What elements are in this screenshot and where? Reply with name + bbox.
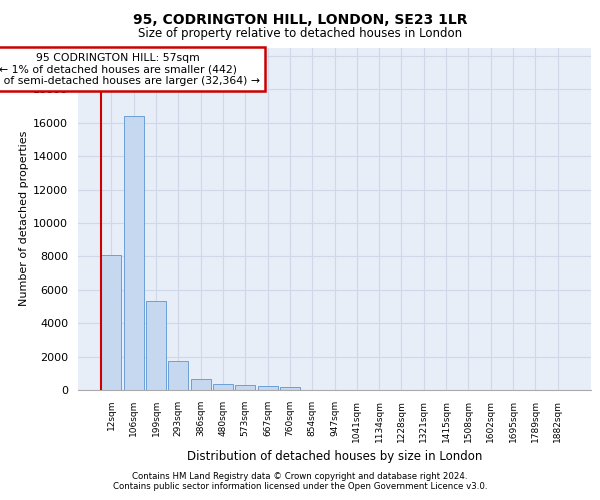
Text: Contains public sector information licensed under the Open Government Licence v3: Contains public sector information licen… [113,482,487,491]
Bar [146,302,166,390]
Bar [191,379,211,390]
Bar [280,387,300,390]
Bar [257,386,278,390]
Bar [235,386,255,390]
Bar [168,361,188,390]
Text: 95, CODRINGTON HILL, LONDON, SE23 1LR: 95, CODRINGTON HILL, LONDON, SE23 1LR [133,12,467,26]
Bar [124,116,144,390]
Bar [101,254,121,390]
Text: Size of property relative to detached houses in London: Size of property relative to detached ho… [138,28,462,40]
Y-axis label: Number of detached properties: Number of detached properties [19,131,29,306]
Bar [213,384,233,390]
Text: 95 CODRINGTON HILL: 57sqm
← 1% of detached houses are smaller (442)
99% of semi-: 95 CODRINGTON HILL: 57sqm ← 1% of detach… [0,52,260,86]
X-axis label: Distribution of detached houses by size in London: Distribution of detached houses by size … [187,450,482,463]
Text: Contains HM Land Registry data © Crown copyright and database right 2024.: Contains HM Land Registry data © Crown c… [132,472,468,481]
